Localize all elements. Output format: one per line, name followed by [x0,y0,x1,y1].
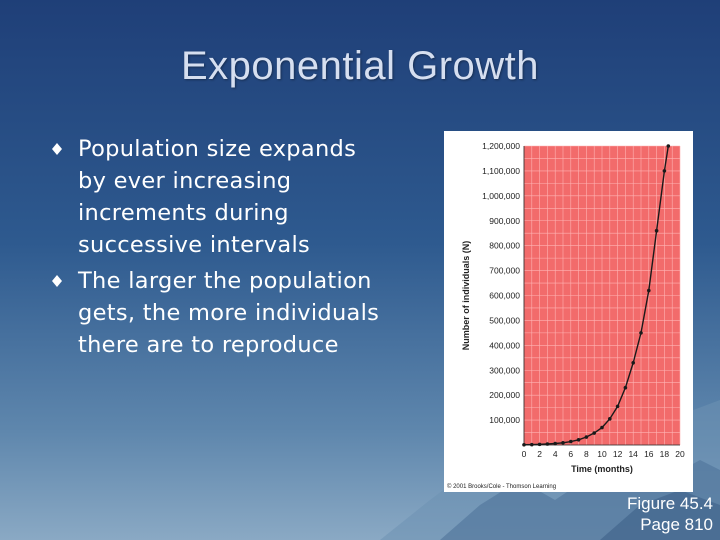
data-point [553,441,557,446]
data-point [666,144,671,148]
data-point [639,331,643,335]
data-point [561,440,565,445]
x-tick-label: 16 [644,449,654,459]
y-tick-label: 300,000 [489,365,520,375]
bullet-text: Population size expands by ever increasi… [78,136,357,258]
y-tick-label: 500,000 [489,315,520,325]
data-point [522,442,526,447]
data-point [584,435,589,439]
data-point [608,417,612,421]
figure-number: Figure 45.4 [627,494,713,513]
x-tick-label: 4 [553,449,558,459]
x-tick-label: 10 [597,449,607,459]
x-tick-label: 8 [584,449,589,459]
data-point [592,431,596,435]
data-point [545,442,550,446]
x-tick-label: 20 [675,449,685,459]
growth-chart: 100,000 200,000 300,000 400,000 500,000 600,0… [447,141,685,490]
data-point [537,442,542,447]
y-tick-label: 100,000 [489,415,520,425]
diamond-bullet-icon [52,275,62,287]
x-tick-label: 12 [613,449,623,459]
bullet-text: The larger the population gets, the more… [78,268,380,358]
y-tick-label: 600,000 [489,291,520,301]
y-tick-label: 700,000 [489,266,520,276]
data-point [615,404,620,409]
page-number: Page 810 [640,515,713,534]
data-point [576,437,581,442]
growth-chart-figure: 100,000 200,000 300,000 400,000 500,000 600,0… [444,131,693,492]
x-tick-label: 2 [537,449,542,459]
slide-title: Exponential Growth [180,44,540,88]
data-point [654,228,659,233]
y-tick-label: 900,000 [489,216,520,226]
y-axis-label: Number of individuals (N) [461,241,471,351]
x-tick-label: 14 [628,449,638,459]
data-point [647,288,651,293]
y-tick-label: 400,000 [489,340,520,350]
y-tick-label: 1,200,000 [482,141,520,151]
bullet-list: Population size expands by ever increasi… [52,133,382,365]
y-tick-label: 200,000 [489,390,520,400]
data-point [569,439,573,444]
data-point [662,169,667,173]
data-point [530,442,534,447]
bullet-item: Population size expands by ever increasi… [52,133,382,261]
bullet-item: The larger the population gets, the more… [52,265,382,361]
x-tick-label: 0 [522,449,527,459]
x-tick-label: 18 [660,449,670,459]
diamond-bullet-icon [52,143,62,155]
data-point [631,360,635,365]
x-tick-label: 6 [568,449,573,459]
data-point [600,425,604,430]
y-tick-label: 1,100,000 [482,166,520,176]
x-axis-label: Time (months) [571,464,633,474]
y-tick-label: 1,000,000 [482,191,520,201]
copyright-text: © 2001 Brooks/Cole - Thomson Learning [447,483,556,490]
y-tick-label: 800,000 [489,241,520,251]
data-point [623,385,628,390]
figure-caption: Figure 45.4 Page 810 [627,493,713,535]
